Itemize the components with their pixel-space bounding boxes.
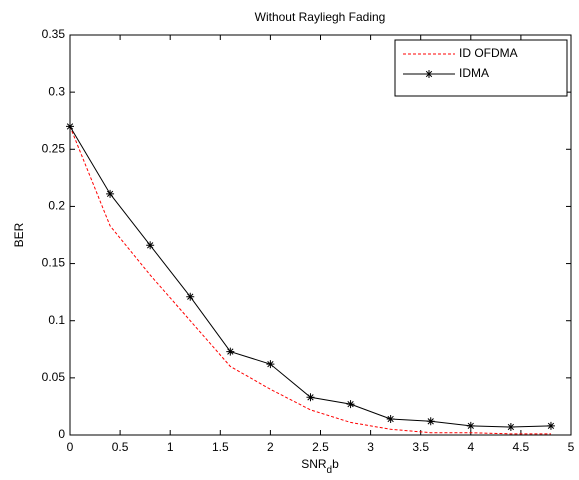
plot-area [69,34,572,436]
series-line [69,126,551,435]
y-tick-label: 0.15 [42,256,66,270]
x-tick-label: 4.5 [513,440,530,454]
marker [66,122,74,131]
marker [146,241,155,250]
x-tick-label: 0 [67,440,74,454]
x-axis-label: SNRdb [301,457,339,475]
x-tick-label: 2.5 [312,440,329,454]
y-tick-label: 0.2 [48,199,65,213]
marker [226,347,235,356]
marker [425,70,433,78]
x-tick-label: 1 [167,440,174,454]
x-tick-label: 1.5 [212,440,229,454]
y-tick-label: 0.05 [42,370,66,384]
chart-title: Without Rayliegh Fading [255,10,386,24]
x-label-sub: d [327,465,333,476]
marker [266,360,275,369]
legend-label: IDMA [459,66,489,80]
x-tick-label: 3.5 [412,440,429,454]
x-tick-label: 5 [568,440,575,454]
y-tick-label: 0.35 [42,27,66,41]
x-tick-label: 3 [367,440,374,454]
legend: ID OFDMA IDMA [394,39,568,97]
x-tick-label: 2 [267,440,274,454]
marker [346,400,355,409]
marker [306,393,315,402]
y-axis-label: BER [12,222,26,247]
y-tick-label: 0.25 [42,141,66,155]
marker [186,292,195,301]
marker [506,423,515,431]
marker [466,421,475,430]
x-label-tail: b [332,457,339,471]
x-tick-label: 0.5 [112,440,129,454]
y-tick-label: 0.1 [48,313,65,327]
marker [426,417,435,426]
legend-box [394,39,568,97]
y-tick-label: 0 [58,427,65,441]
marker [546,421,555,430]
y-tick-label: 0.3 [48,84,65,98]
marker [106,189,115,198]
x-label-main: SNR [301,457,327,471]
x-tick-label: 4 [467,440,474,454]
legend-label: ID OFDMA [459,46,518,60]
marker [386,415,395,423]
